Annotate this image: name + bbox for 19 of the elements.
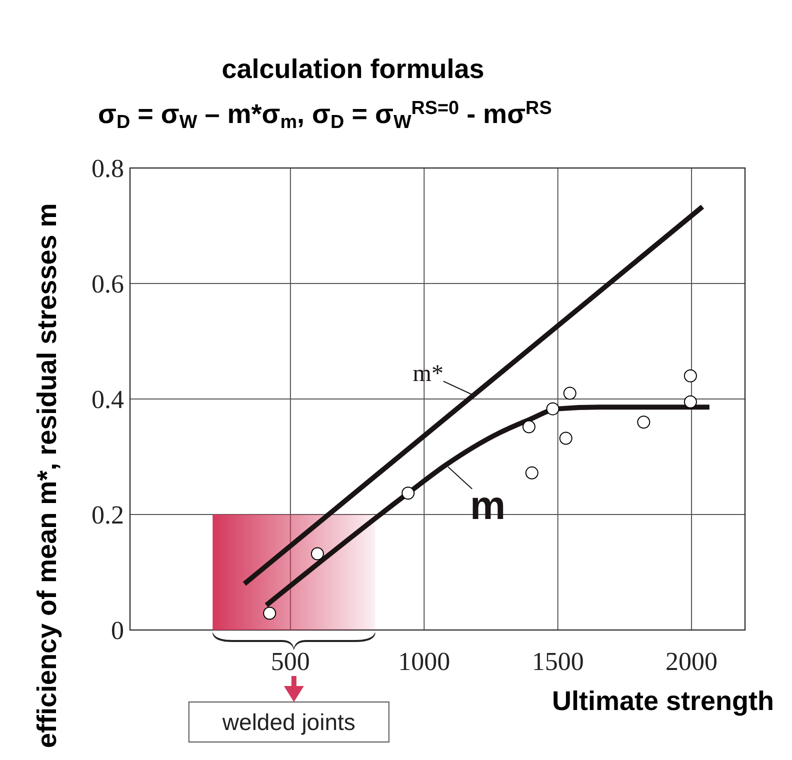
point	[263, 606, 276, 620]
y-tick-label: 0.8	[92, 154, 124, 184]
chart-title: calculation formulas	[222, 54, 484, 84]
text: σ$_{D}$ = σ$_{W}$ – m*σ$_{m}$, σ$_{D}$ = σ$_{W}$$^{RS=0}$ - mσ$^{RS}$	[98, 98, 552, 133]
point	[546, 402, 560, 416]
point	[310, 547, 324, 560]
point	[684, 395, 697, 408]
x-tick-label: 500	[270, 647, 310, 676]
y-axis-title: efficiency of mean m*, residual stresses m	[32, 203, 62, 748]
x-tick-label: 1000	[398, 647, 450, 676]
y-tick-label: 0.4	[92, 385, 124, 414]
x-tick-label: 1500	[532, 647, 584, 676]
point	[402, 486, 415, 500]
x-tick-label: 2000	[666, 647, 718, 676]
y-tick-label: 0.2	[92, 500, 124, 530]
y-tick-label: 0.6	[92, 270, 124, 299]
x-axis-title: Ultimate strength	[552, 686, 774, 716]
text: welded joints	[221, 709, 356, 735]
y-tick-label: 0	[111, 616, 124, 646]
